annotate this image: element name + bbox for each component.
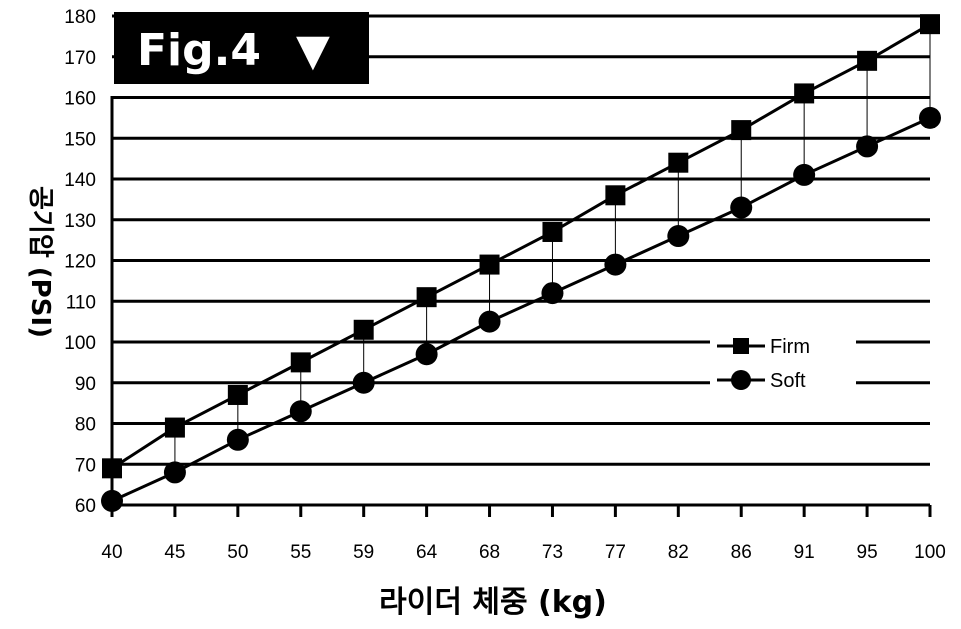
series-firm-point bbox=[605, 185, 626, 206]
series-firm-point bbox=[920, 14, 940, 35]
y-tick-label: 150 bbox=[64, 129, 96, 150]
series-soft-point bbox=[856, 135, 879, 158]
series-soft-point bbox=[667, 225, 690, 248]
y-tick-label: 90 bbox=[75, 374, 96, 395]
y-tick-label: 120 bbox=[64, 252, 96, 273]
x-tick-label: 59 bbox=[353, 542, 374, 563]
series-firm-point bbox=[731, 120, 752, 141]
series-firm-point bbox=[479, 254, 500, 275]
series-firm-point bbox=[227, 384, 248, 405]
x-tick-label: 50 bbox=[227, 542, 248, 563]
y-tick-label: 80 bbox=[75, 415, 96, 436]
series-firm-point bbox=[416, 287, 437, 308]
series-soft-point bbox=[101, 489, 123, 512]
series-soft-point bbox=[415, 343, 438, 366]
x-tick-label: 91 bbox=[794, 542, 815, 563]
y-tick-labels: 60 70 80 90 100 110 120 130 140 150 160 170 180 bbox=[64, 7, 96, 517]
series-soft-point bbox=[793, 163, 816, 186]
legend-firm-square-icon bbox=[733, 338, 749, 354]
series-firm-point bbox=[164, 417, 185, 438]
y-tick-label: 140 bbox=[64, 170, 96, 191]
series-soft-point bbox=[163, 461, 186, 484]
legend-soft-circle-icon bbox=[731, 370, 751, 390]
x-tick-label: 64 bbox=[416, 542, 438, 563]
figure-label-background bbox=[114, 12, 369, 84]
series-firm-point bbox=[290, 352, 311, 373]
series-firm-point bbox=[857, 50, 878, 71]
x-tick-label: 77 bbox=[605, 542, 626, 563]
x-tick-label: 68 bbox=[479, 542, 500, 563]
y-tick-label: 170 bbox=[64, 48, 96, 69]
x-tick-label: 95 bbox=[857, 542, 878, 563]
y-tick-label: 100 bbox=[64, 333, 96, 354]
figure-marker-icon: ▼ bbox=[296, 25, 330, 76]
series-firm-point bbox=[668, 152, 689, 173]
series-firm-point bbox=[353, 319, 374, 340]
x-tick-label: 82 bbox=[668, 542, 689, 563]
figure-label: Fig.4 bbox=[137, 25, 261, 76]
series-soft-point bbox=[352, 371, 375, 394]
series-firm-line bbox=[111, 22, 931, 470]
figure-label-box: Fig.4 ▼ bbox=[114, 12, 369, 84]
x-tick-label: 45 bbox=[164, 542, 185, 563]
x-tick-labels: 40 45 50 55 59 64 68 73 77 82 86 91 95 100 bbox=[101, 542, 945, 563]
series-soft-point bbox=[289, 400, 312, 423]
x-tick-label: 40 bbox=[101, 542, 122, 563]
series-soft-line bbox=[111, 116, 931, 503]
series-firm-point bbox=[542, 221, 563, 242]
legend-firm-label: Firm bbox=[770, 336, 810, 358]
legend-soft-label: Soft bbox=[770, 370, 806, 392]
x-tick-label: 55 bbox=[290, 542, 311, 563]
series-soft-point bbox=[226, 428, 249, 451]
y-tick-label: 60 bbox=[75, 496, 96, 517]
y-tick-label: 130 bbox=[64, 211, 96, 232]
x-tick-label: 73 bbox=[542, 542, 563, 563]
y-tick-label: 180 bbox=[64, 7, 96, 28]
y-tick-label: 70 bbox=[75, 455, 96, 476]
legend: Firm Soft bbox=[710, 327, 856, 393]
y-tick-label: 110 bbox=[66, 292, 96, 313]
firm-soft-connectors bbox=[174, 24, 931, 473]
y-tick-label: 160 bbox=[64, 89, 96, 110]
series-soft-point bbox=[478, 310, 501, 333]
series-layer bbox=[101, 14, 941, 512]
series-soft-point bbox=[541, 282, 564, 305]
x-tick-label: 86 bbox=[731, 542, 752, 563]
series-firm-point bbox=[102, 458, 122, 479]
series-firm-point bbox=[794, 83, 815, 104]
x-tick-label: 100 bbox=[914, 542, 946, 563]
series-soft-point bbox=[604, 253, 627, 276]
x-axis-title: 라이더 체중 (kg) bbox=[379, 585, 607, 620]
y-axis-title: 공기압 (PSI) bbox=[25, 186, 55, 338]
series-soft-point bbox=[919, 106, 941, 129]
series-soft-point bbox=[730, 196, 753, 219]
